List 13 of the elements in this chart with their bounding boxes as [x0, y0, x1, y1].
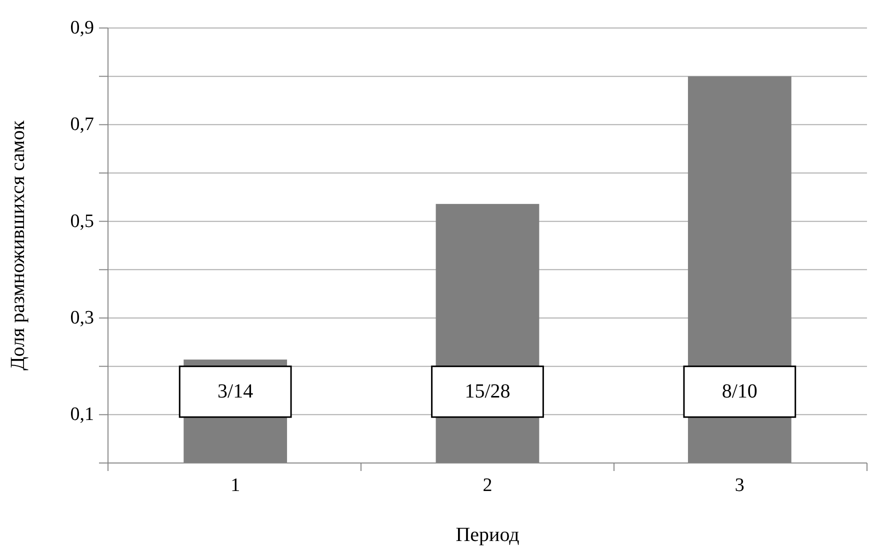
y-tick-label: 0,5 — [70, 210, 94, 232]
y-axis-title: Доля размножившихся самок — [7, 120, 29, 370]
y-tick-label: 0,9 — [70, 18, 94, 38]
y-tick-label: 0,7 — [70, 114, 94, 136]
data-label: 8/10 — [722, 380, 758, 403]
x-tick-label: 2 — [482, 475, 492, 496]
x-tick-label: 1 — [230, 475, 240, 496]
x-tick-label: 3 — [734, 475, 744, 496]
y-tick-label: 0,1 — [70, 404, 94, 426]
data-label: 15/28 — [464, 380, 510, 403]
x-axis-title: Период — [456, 524, 520, 546]
y-tick-label: 0,3 — [70, 308, 94, 328]
data-label: 3/14 — [218, 380, 254, 403]
